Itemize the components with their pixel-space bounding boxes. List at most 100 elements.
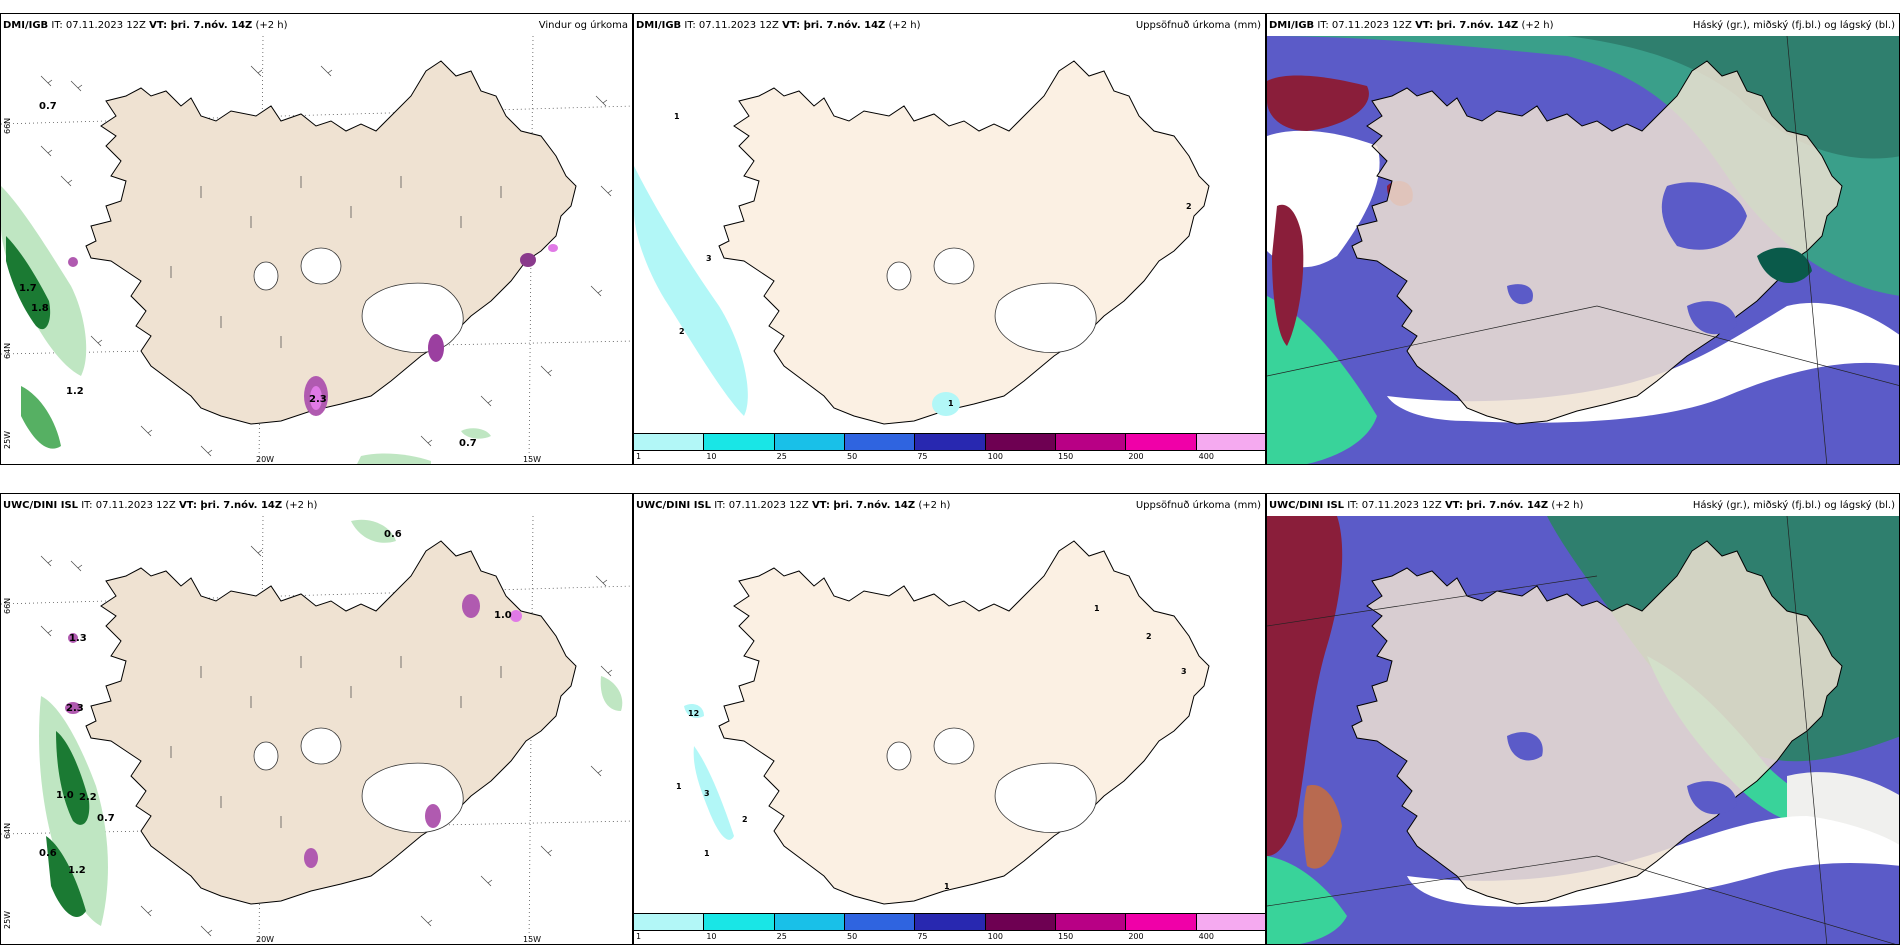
colorbar-label: 100 xyxy=(987,932,1003,941)
colorbar-label: 50 xyxy=(847,932,858,941)
colorbar-segment xyxy=(1126,914,1197,930)
acc-label: 2 xyxy=(679,327,685,336)
acc-label: 1 xyxy=(944,882,950,891)
lat-label-66n: 66N xyxy=(3,597,12,614)
map-accum-precip: 1 2 3 1 3 2 1 12 1 xyxy=(676,540,1210,905)
panel-title: DMI/IGB IT: 07.11.2023 12Z VT: þri. 7.nó… xyxy=(1269,20,1554,31)
precip-label: 1.3 xyxy=(69,633,87,644)
precip-label: 1.0 xyxy=(56,790,74,801)
colorbar xyxy=(634,433,1265,451)
panel-clouds-dmi: DMI/IGB IT: 07.11.2023 12Z VT: þri. 7.nó… xyxy=(1266,13,1900,465)
lon-label-20w: 20W xyxy=(256,455,275,464)
acc-label: 2 xyxy=(1186,202,1192,211)
panel-subtitle: Háský (gr.), miðský (fj.bl.) og lágský (… xyxy=(1692,500,1895,511)
panel-subtitle: Vindur og úrkoma xyxy=(538,20,628,31)
panel-subtitle: Uppsöfnuð úrkoma (mm) xyxy=(1135,500,1261,511)
colorbar-segment xyxy=(704,434,775,450)
lon-label-25w: 25W xyxy=(3,910,12,929)
colorbar-label: 10 xyxy=(706,932,717,941)
panel-accum-precip-dmi: DMI/IGB IT: 07.11.2023 12Z VT: þri. 7.nó… xyxy=(633,13,1266,465)
colorbar-labels: 1 10 25 50 75 100 150 200 400 xyxy=(634,452,1265,462)
panel-accum-precip-uwc: UWC/DINI ISL IT: 07.11.2023 12Z VT: þri.… xyxy=(633,493,1266,945)
colorbar-label: 75 xyxy=(917,452,928,461)
precip-label: 0.7 xyxy=(97,813,115,824)
colorbar-segment xyxy=(774,914,845,930)
acc-label: 3 xyxy=(704,789,710,798)
colorbar-label: 200 xyxy=(1128,932,1144,941)
colorbar-label: 1 xyxy=(636,452,642,461)
map-accum-precip: 1 2 3 2 1 xyxy=(634,60,1210,425)
map-wind-precip: 0.6 1.3 1.0 2.2 0.7 0.6 1.2 2.3 1.0 xyxy=(1,516,632,944)
lon-label-15w: 15W xyxy=(523,455,542,464)
acc-label: 1 xyxy=(948,399,954,408)
precip-label: 0.7 xyxy=(39,101,57,112)
colorbar-segment xyxy=(844,434,916,450)
acc-label: 1 xyxy=(704,849,710,858)
colorbar-labels: 1 10 25 50 75 100 150 200 400 xyxy=(634,932,1265,942)
colorbar-segment xyxy=(985,914,1056,930)
panel-title: UWC/DINI ISL IT: 07.11.2023 12Z VT: þri.… xyxy=(636,500,951,511)
acc-label: 1 xyxy=(676,782,682,791)
colorbar-segment xyxy=(844,914,916,930)
lat-label-64n: 64N xyxy=(3,822,12,839)
lon-label-25w: 25W xyxy=(3,430,12,449)
panel-title: UWC/DINI ISL IT: 07.11.2023 12Z VT: þri.… xyxy=(3,500,318,511)
colorbar xyxy=(634,913,1265,931)
panel-subtitle: Uppsöfnuð úrkoma (mm) xyxy=(1135,20,1261,31)
colorbar-label: 25 xyxy=(776,452,787,461)
lat-label-64n: 64N xyxy=(3,342,12,359)
panel-title: DMI/IGB IT: 07.11.2023 12Z VT: þri. 7.nó… xyxy=(636,20,921,31)
precip-label: 1.2 xyxy=(66,386,84,397)
precip-label: 1.2 xyxy=(68,865,86,876)
precip-label: 2.3 xyxy=(309,394,327,405)
colorbar-label: 150 xyxy=(1058,932,1074,941)
colorbar-label: 1 xyxy=(636,932,642,941)
precip-label: 0.6 xyxy=(39,848,57,859)
lon-label-20w: 20W xyxy=(256,935,275,944)
precip-label: 2.2 xyxy=(79,792,97,803)
colorbar-segment xyxy=(1196,434,1265,450)
colorbar-label: 75 xyxy=(917,932,928,941)
colorbar-label: 400 xyxy=(1198,452,1214,461)
precip-label: 2.3 xyxy=(66,703,84,714)
panel-clouds-uwc: UWC/DINI ISL IT: 07.11.2023 12Z VT: þri.… xyxy=(1266,493,1900,945)
panel-title: UWC/DINI ISL IT: 07.11.2023 12Z VT: þri.… xyxy=(1269,500,1584,511)
panel-subtitle: Háský (gr.), miðský (fj.bl.) og lágský (… xyxy=(1692,20,1895,31)
precip-label: 1.0 xyxy=(494,610,512,621)
acc-label: 3 xyxy=(706,254,712,263)
colorbar-segment xyxy=(915,914,986,930)
colorbar-segment xyxy=(704,914,775,930)
colorbar-label: 200 xyxy=(1128,452,1144,461)
precip-label: 0.7 xyxy=(459,438,477,449)
colorbar-label: 400 xyxy=(1198,932,1214,941)
panel-title: DMI/IGB IT: 07.11.2023 12Z VT: þri. 7.nó… xyxy=(3,20,288,31)
precip-label: 0.6 xyxy=(384,529,402,540)
colorbar-label: 100 xyxy=(987,452,1003,461)
precip-label: 1.7 xyxy=(19,283,37,294)
colorbar-segment xyxy=(915,434,986,450)
colorbar-segment xyxy=(1196,914,1265,930)
acc-label: 3 xyxy=(1181,667,1187,676)
colorbar-segment xyxy=(634,434,705,450)
colorbar-label: 10 xyxy=(706,452,717,461)
acc-label: 12 xyxy=(688,709,699,718)
colorbar-segment xyxy=(774,434,845,450)
panel-wind-precip-uwc: UWC/DINI ISL IT: 07.11.2023 12Z VT: þri.… xyxy=(0,493,633,945)
acc-label: 1 xyxy=(674,112,680,121)
map-wind-precip: 0.7 1.7 1.8 1.2 2.3 0.7 xyxy=(1,36,632,464)
colorbar-label: 25 xyxy=(776,932,787,941)
colorbar-segment xyxy=(1055,914,1127,930)
lon-label-15w: 15W xyxy=(523,935,542,944)
panel-wind-precip-dmi: DMI/IGB IT: 07.11.2023 12Z VT: þri. 7.nó… xyxy=(0,13,633,465)
colorbar-segment xyxy=(1055,434,1127,450)
colorbar-segment xyxy=(1126,434,1197,450)
colorbar-segment xyxy=(985,434,1056,450)
acc-label: 2 xyxy=(742,815,748,824)
colorbar-label: 50 xyxy=(847,452,858,461)
acc-label: 1 xyxy=(1094,604,1100,613)
map-clouds xyxy=(1267,516,1899,944)
colorbar-segment xyxy=(634,914,705,930)
map-clouds xyxy=(1267,36,1899,464)
precip-label: 1.8 xyxy=(31,303,49,314)
lat-label-66n: 66N xyxy=(3,117,12,134)
